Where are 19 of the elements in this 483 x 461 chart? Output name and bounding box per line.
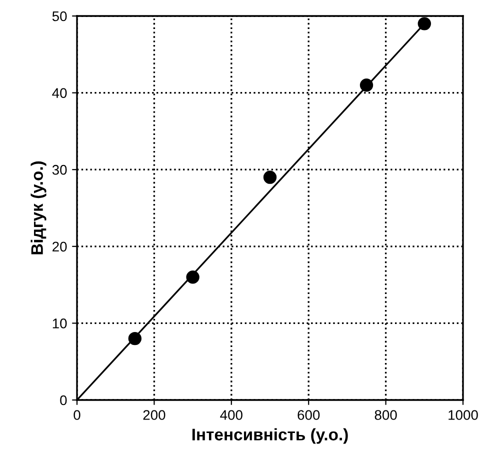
x-tick-label: 0 (74, 410, 80, 420)
point (186, 270, 200, 284)
x-tick-label: 1000 (448, 410, 478, 420)
x-tick-label: 600 (298, 410, 320, 420)
point (263, 170, 277, 184)
y-tick-label: 20 (52, 242, 67, 252)
y-axis-title: Відгук (у.о.) (30, 161, 46, 254)
y-tick-label: 40 (52, 88, 67, 98)
y-tick-label: 30 (52, 164, 67, 175)
y-tick-label: 10 (52, 318, 67, 328)
y-tick-label: 0 (60, 395, 67, 406)
x-tick-label: 200 (143, 410, 166, 420)
point (128, 332, 142, 346)
point (418, 17, 431, 30)
x-tick-label: 800 (374, 410, 397, 420)
y-tick-label: 50 (52, 11, 67, 22)
x-axis-title: Інтенсивність (у.о.) (192, 428, 348, 444)
x-tick-label: 400 (220, 410, 242, 420)
point (360, 78, 374, 92)
